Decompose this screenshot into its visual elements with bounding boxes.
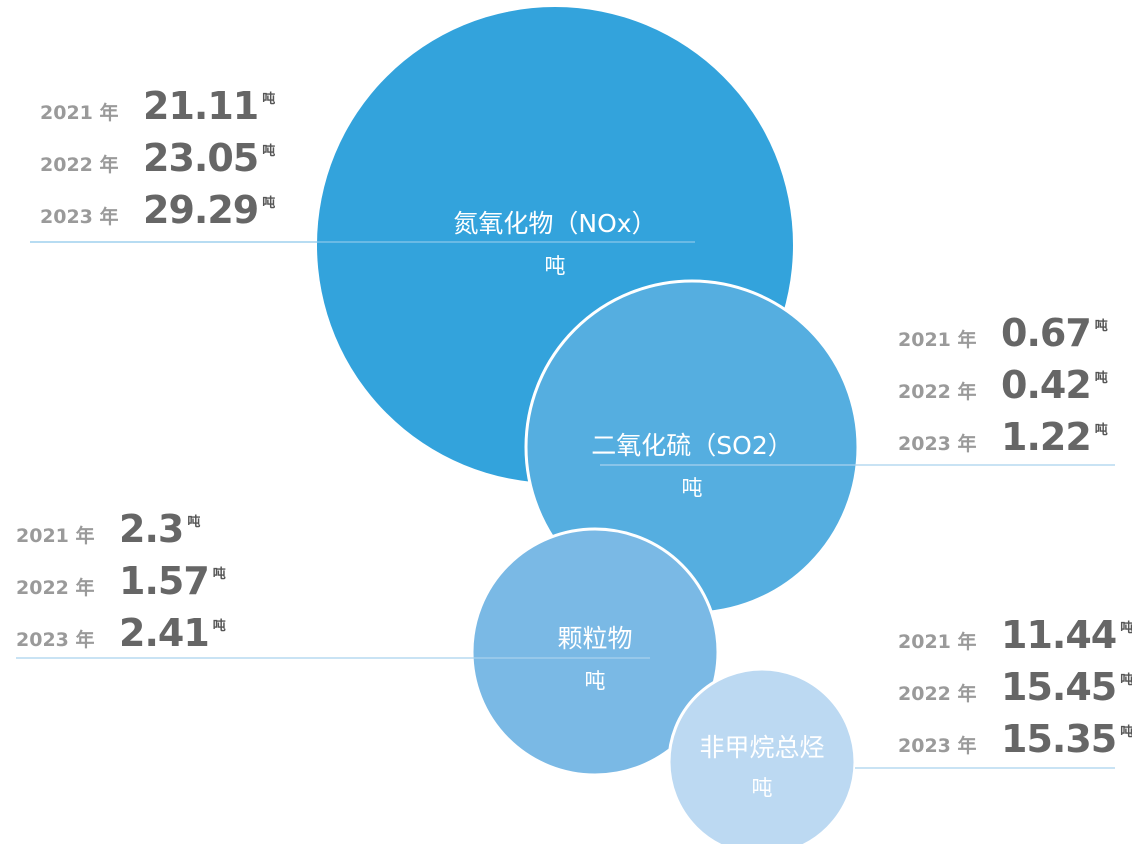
year-row: 2023 年 15.35 吨 <box>898 717 1132 761</box>
bubble-unit: 吨 <box>584 669 606 693</box>
year-label: 2022 年 <box>898 381 977 403</box>
value-unit: 吨 <box>262 144 276 159</box>
value-unit: 吨 <box>1120 673 1132 688</box>
value-unit: 吨 <box>187 515 201 530</box>
year-label: 2021 年 <box>16 525 95 547</box>
year-label: 2022 年 <box>898 683 977 705</box>
value-unit: 吨 <box>212 567 226 582</box>
year-label: 2021 年 <box>898 329 977 351</box>
bubble-unit: 吨 <box>544 254 566 278</box>
year-value: 0.67 <box>1001 311 1092 355</box>
year-row: 2022 年 0.42 吨 <box>898 363 1108 407</box>
year-row: 2022 年 15.45 吨 <box>898 665 1132 709</box>
year-label: 2023 年 <box>40 206 119 228</box>
year-row: 2023 年 29.29 吨 <box>40 188 275 232</box>
value-unit: 吨 <box>1120 621 1132 636</box>
value-unit: 吨 <box>262 196 276 211</box>
value-unit: 吨 <box>212 619 226 634</box>
bubble-unit: 吨 <box>751 776 773 800</box>
value-unit: 吨 <box>1120 725 1132 740</box>
bubble <box>470 527 720 777</box>
year-label: 2022 年 <box>16 577 95 599</box>
value-unit: 吨 <box>262 92 276 107</box>
year-value: 21.11 <box>143 84 259 128</box>
year-value: 11.44 <box>1001 613 1117 657</box>
year-value: 2.41 <box>119 611 210 655</box>
value-unit: 吨 <box>1094 319 1108 334</box>
year-value: 1.57 <box>119 559 210 603</box>
year-value: 15.35 <box>1001 717 1117 761</box>
year-row: 2022 年 23.05 吨 <box>40 136 275 180</box>
year-value: 15.45 <box>1001 665 1117 709</box>
year-row: 2021 年 2.3 吨 <box>16 507 200 551</box>
year-value: 0.42 <box>1001 363 1092 407</box>
year-row: 2023 年 2.41 吨 <box>16 611 226 655</box>
bubble-name: 氮氧化物（NOx） <box>453 209 657 238</box>
value-unit: 吨 <box>1094 371 1108 386</box>
bubble-name: 非甲烷总烃 <box>699 733 825 762</box>
year-value: 2.3 <box>119 507 184 551</box>
year-value: 29.29 <box>143 188 259 232</box>
year-label: 2023 年 <box>898 433 977 455</box>
year-row: 2021 年 11.44 吨 <box>898 613 1132 657</box>
bubble-name: 颗粒物 <box>557 624 633 653</box>
year-label: 2021 年 <box>40 102 119 124</box>
bubble-unit: 吨 <box>681 476 703 500</box>
year-label: 2021 年 <box>898 631 977 653</box>
year-row: 2022 年 1.57 吨 <box>16 559 226 603</box>
bubble-name: 二氧化硫（SO2） <box>591 431 793 460</box>
year-row: 2021 年 0.67 吨 <box>898 311 1108 355</box>
year-label: 2023 年 <box>898 735 977 757</box>
year-row: 2021 年 21.11 吨 <box>40 84 275 128</box>
year-value: 1.22 <box>1001 415 1092 459</box>
value-unit: 吨 <box>1094 423 1108 438</box>
year-value: 23.05 <box>143 136 259 180</box>
year-label: 2022 年 <box>40 154 119 176</box>
year-row: 2023 年 1.22 吨 <box>898 415 1108 459</box>
year-label: 2023 年 <box>16 629 95 651</box>
bubble <box>667 667 857 844</box>
